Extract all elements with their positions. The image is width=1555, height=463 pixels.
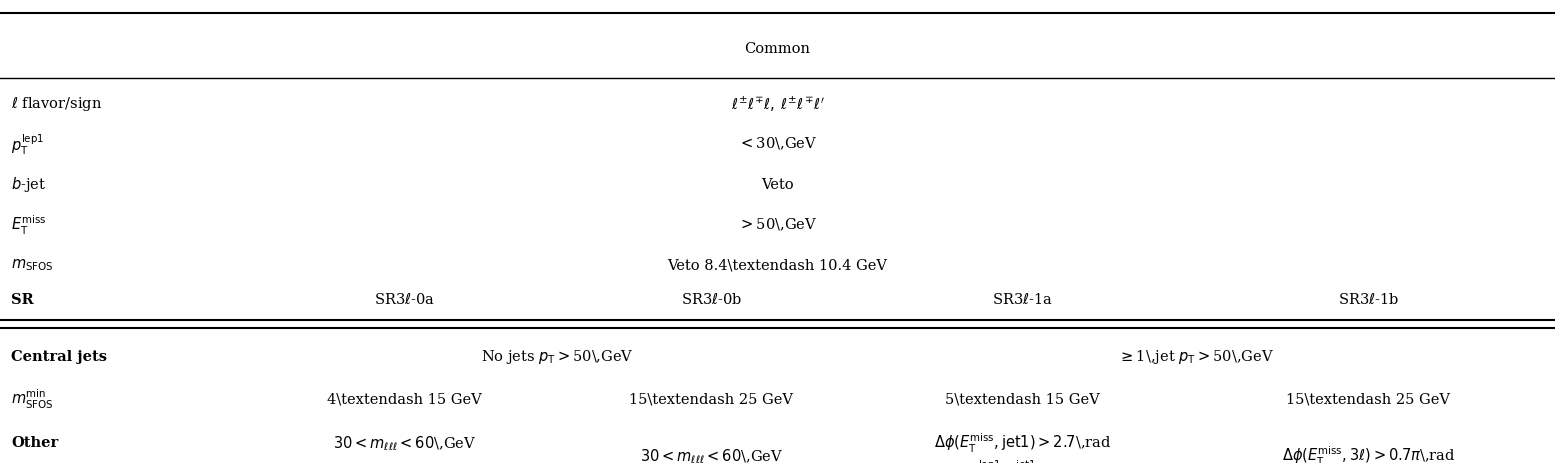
Text: No jets $p_{\mathrm{T}}>$50\,GeV: No jets $p_{\mathrm{T}}>$50\,GeV [482,348,634,365]
Text: $m_{\mathrm{SFOS}}$: $m_{\mathrm{SFOS}}$ [11,257,53,273]
Text: $E_{\mathrm{T}}^{\mathrm{miss}}$: $E_{\mathrm{T}}^{\mathrm{miss}}$ [11,213,47,236]
Text: 5\textendash 15 GeV: 5\textendash 15 GeV [945,392,1099,406]
Text: $b$-jet: $b$-jet [11,175,47,194]
Text: Veto: Veto [762,177,793,191]
Text: $>$50\,GeV: $>$50\,GeV [739,216,816,233]
Text: SR3$\ell$-1b: SR3$\ell$-1b [1337,292,1400,307]
Text: 15\textendash 25 GeV: 15\textendash 25 GeV [630,392,793,406]
Text: Other: Other [11,435,58,449]
Text: SR3$\ell$-0a: SR3$\ell$-0a [373,292,435,307]
Text: SR: SR [11,292,34,306]
Text: $p_{\mathrm{T}}^{\mathrm{lep1}}/p_{\mathrm{T}}^{\mathrm{jet1}}<0.2$: $p_{\mathrm{T}}^{\mathrm{lep1}}/p_{\math… [969,457,1076,463]
Text: SR3$\ell$-1a: SR3$\ell$-1a [992,292,1053,307]
Text: $m_{\mathrm{T}}<20$\,GeV: $m_{\mathrm{T}}<20$\,GeV [355,460,454,463]
Text: $\ell^{\pm}\ell^{\mp}\ell,\; \ell^{\pm}\ell^{\mp}\ell^{\prime}$: $\ell^{\pm}\ell^{\mp}\ell,\; \ell^{\pm}\… [731,94,824,113]
Text: $\geq$1\,jet $p_{\mathrm{T}}>$50\,GeV: $\geq$1\,jet $p_{\mathrm{T}}>$50\,GeV [1118,348,1274,365]
Text: Veto 8.4\textendash 10.4 GeV: Veto 8.4\textendash 10.4 GeV [667,258,888,272]
Text: $<$30\,GeV: $<$30\,GeV [739,136,816,152]
Text: $m_{\mathrm{SFOS}}^{\mathrm{min}}$: $m_{\mathrm{SFOS}}^{\mathrm{min}}$ [11,387,53,410]
Text: $\Delta\phi(E_{\mathrm{T}}^{\mathrm{miss}},3\ell)>0.7\pi$\,rad: $\Delta\phi(E_{\mathrm{T}}^{\mathrm{miss… [1281,444,1455,463]
Text: Common: Common [745,42,810,56]
Text: SR3$\ell$-0b: SR3$\ell$-0b [681,292,742,307]
Text: $\ell$ flavor/sign: $\ell$ flavor/sign [11,95,103,113]
Text: $30<m_{\ell\ell\ell}<60$\,GeV: $30<m_{\ell\ell\ell}<60$\,GeV [333,433,476,451]
Text: $\Delta\phi(E_{\mathrm{T}}^{\mathrm{miss}},\mathrm{jet1})>2.7$\,rad: $\Delta\phi(E_{\mathrm{T}}^{\mathrm{miss… [933,431,1112,454]
Text: Central jets: Central jets [11,350,107,363]
Text: $30<m_{\ell\ell\ell}<60$\,GeV: $30<m_{\ell\ell\ell}<60$\,GeV [639,446,784,463]
Text: $p_{\mathrm{T}}^{\mathrm{lep1}}$: $p_{\mathrm{T}}^{\mathrm{lep1}}$ [11,131,44,156]
Text: 4\textendash 15 GeV: 4\textendash 15 GeV [327,392,482,406]
Text: 15\textendash 25 GeV: 15\textendash 25 GeV [1286,392,1451,406]
